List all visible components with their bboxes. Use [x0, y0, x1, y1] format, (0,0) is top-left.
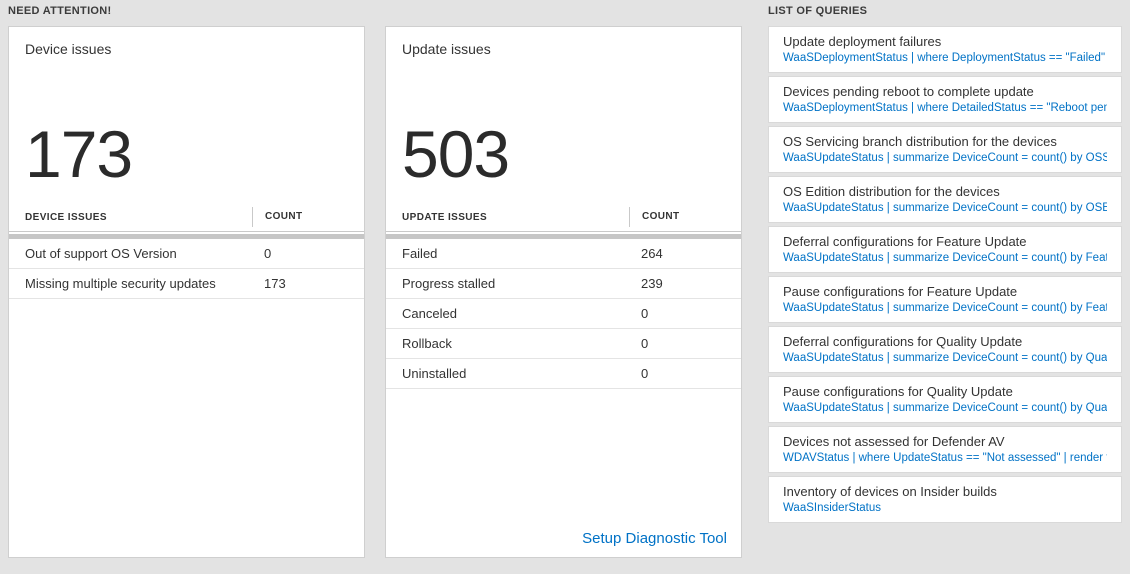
query-title: Deferral configurations for Feature Upda…	[783, 234, 1027, 249]
row-label: Uninstalled	[402, 366, 467, 381]
update-issues-count: 503	[402, 117, 510, 191]
device-issues-card: Device issues 173 DEVICE ISSUES COUNT Ou…	[8, 26, 365, 558]
query-text: WaaSDeploymentStatus | where DeploymentS…	[783, 52, 1107, 64]
update-issues-table-header: UPDATE ISSUES COUNT	[386, 203, 741, 232]
row-count: 173	[264, 276, 286, 291]
query-title: Inventory of devices on Insider builds	[783, 484, 997, 499]
column-header-count[interactable]: COUNT	[629, 207, 741, 227]
update-issues-table: UPDATE ISSUES COUNT Failed 264 Progress …	[386, 203, 741, 389]
column-header-device-issues[interactable]: DEVICE ISSUES	[25, 211, 107, 223]
query-title: Pause configurations for Feature Update	[783, 284, 1018, 299]
query-text: WaaSUpdateStatus | summarize DeviceCount…	[783, 202, 1107, 214]
query-text: WaaSUpdateStatus | summarize DeviceCount…	[783, 302, 1107, 314]
query-text: WaaSInsiderStatus	[783, 502, 882, 514]
setup-diagnostic-tool-link[interactable]: Setup Diagnostic Tool	[582, 530, 727, 547]
query-title: OS Edition distribution for the devices	[783, 184, 1000, 199]
list-of-queries-header: LIST OF QUERIES	[768, 5, 868, 17]
row-count: 239	[641, 276, 663, 291]
query-text: WDAVStatus | where UpdateStatus == "Not …	[783, 452, 1107, 464]
query-item[interactable]: Pause configurations for Feature Update …	[768, 276, 1122, 323]
row-count: 0	[264, 246, 272, 261]
table-row[interactable]: Failed 264	[386, 239, 741, 269]
update-issues-tile[interactable]: Update issues 503	[386, 27, 741, 203]
update-issues-title: Update issues	[402, 41, 491, 57]
row-count: 0	[641, 306, 649, 321]
need-attention-header: NEED ATTENTION!	[8, 5, 112, 17]
query-item[interactable]: Inventory of devices on Insider builds W…	[768, 476, 1122, 523]
device-issues-tile[interactable]: Device issues 173	[9, 27, 364, 203]
table-row[interactable]: Uninstalled 0	[386, 359, 741, 389]
row-label: Progress stalled	[402, 276, 496, 291]
device-issues-title: Device issues	[25, 41, 112, 57]
device-issues-count: 173	[25, 117, 133, 191]
query-item[interactable]: Deferral configurations for Feature Upda…	[768, 226, 1122, 273]
table-row[interactable]: Progress stalled 239	[386, 269, 741, 299]
query-text: WaaSUpdateStatus | summarize DeviceCount…	[783, 402, 1107, 414]
query-text: WaaSUpdateStatus | summarize DeviceCount…	[783, 152, 1107, 164]
query-text: WaaSUpdateStatus | summarize DeviceCount…	[783, 352, 1107, 364]
query-item[interactable]: Update deployment failures WaaSDeploymen…	[768, 26, 1122, 73]
query-title: Deferral configurations for Quality Upda…	[783, 334, 1023, 349]
row-count: 0	[641, 366, 649, 381]
query-title: OS Servicing branch distribution for the…	[783, 134, 1057, 149]
table-row[interactable]: Out of support OS Version 0	[9, 239, 364, 269]
row-label: Rollback	[402, 336, 452, 351]
column-header-count[interactable]: COUNT	[252, 207, 364, 227]
row-label: Canceled	[402, 306, 457, 321]
device-issues-table: DEVICE ISSUES COUNT Out of support OS Ve…	[9, 203, 364, 299]
query-list: Update deployment failures WaaSDeploymen…	[768, 26, 1122, 526]
table-row[interactable]: Missing multiple security updates 173	[9, 269, 364, 299]
horizontal-scrollbar[interactable]	[9, 234, 364, 239]
horizontal-scrollbar[interactable]	[386, 234, 741, 239]
query-text: WaaSDeploymentStatus | where DetailedSta…	[783, 102, 1107, 114]
query-text: WaaSUpdateStatus | summarize DeviceCount…	[783, 252, 1107, 264]
query-title: Update deployment failures	[783, 34, 942, 49]
row-count: 0	[641, 336, 649, 351]
query-item[interactable]: Devices not assessed for Defender AV WDA…	[768, 426, 1122, 473]
query-item[interactable]: Deferral configurations for Quality Upda…	[768, 326, 1122, 373]
device-issues-table-header: DEVICE ISSUES COUNT	[9, 203, 364, 232]
query-item[interactable]: OS Servicing branch distribution for the…	[768, 126, 1122, 173]
row-count: 264	[641, 246, 663, 261]
row-label: Failed	[402, 246, 438, 261]
query-title: Devices pending reboot to complete updat…	[783, 84, 1034, 99]
table-row[interactable]: Rollback 0	[386, 329, 741, 359]
row-label: Missing multiple security updates	[25, 276, 216, 291]
update-issues-card: Update issues 503 UPDATE ISSUES COUNT Fa…	[385, 26, 742, 558]
query-title: Pause configurations for Quality Update	[783, 384, 1013, 399]
query-title: Devices not assessed for Defender AV	[783, 434, 1005, 449]
column-header-update-issues[interactable]: UPDATE ISSUES	[402, 211, 488, 223]
query-item[interactable]: OS Edition distribution for the devices …	[768, 176, 1122, 223]
table-row[interactable]: Canceled 0	[386, 299, 741, 329]
query-item[interactable]: Pause configurations for Quality Update …	[768, 376, 1122, 423]
query-item[interactable]: Devices pending reboot to complete updat…	[768, 76, 1122, 123]
row-label: Out of support OS Version	[25, 246, 177, 261]
